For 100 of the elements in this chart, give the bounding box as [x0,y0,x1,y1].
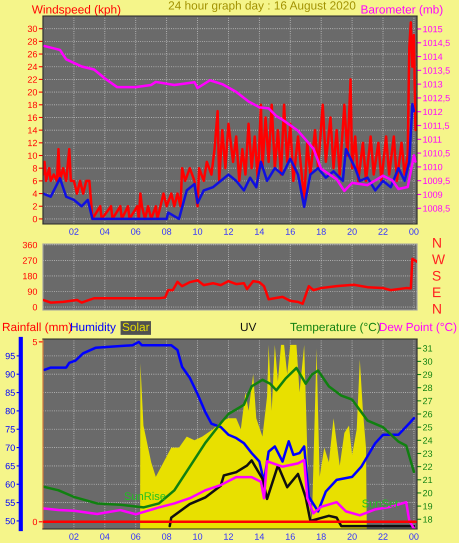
y-tick-label: 4 [32,190,38,197]
y-tick-label: 95 [6,352,15,360]
line-series [43,44,417,192]
text: N [433,304,441,314]
chart-title: 24 hour graph day : 16 August 2020 [168,1,356,12]
y-tick-label: 70 [6,444,15,451]
y-tick-label: 85 [6,390,15,396]
y-tick-label: 6 [32,178,38,184]
y2-tick-label: 1011 [423,136,442,143]
y2-tick-label: 25 [423,424,432,431]
x-tick-label: 12 [224,533,234,540]
y-tick-label: 75 [6,426,15,433]
text: UV [240,322,256,332]
y2-tick-label: 1012,5 [423,94,450,102]
y-tick-label: 80 [6,408,15,414]
x-tick-label: 14 [255,534,264,540]
line-series [43,366,416,509]
y2-tick-label: 1014,5 [423,40,450,48]
x-tick-label: 08 [162,533,172,540]
y2-axis-title: Barometer (mb) [362,4,442,16]
x-tick-label: 18 [316,228,326,235]
line-series [43,458,416,529]
y-tick-label: 10 [28,152,38,159]
y2-tick-label: 1008,5 [423,205,450,213]
y2-tick-label: 27 [423,398,432,404]
y-tick-label: 360 [22,242,38,248]
y-tick-label: 26 [28,51,38,58]
x-tick-label: 20 [348,533,357,540]
y2-tick-label: 1011,5 [423,122,450,130]
y-tick-label: 12 [28,140,37,146]
y3-tick-label: 5 [32,338,38,346]
y2-tick-label: 26 [423,410,432,418]
y-tick-label: 28 [28,38,38,45]
y-tick-label: 0 [32,216,38,222]
y-tick-label: 30 [28,26,38,32]
y-tick-label: 90 [6,371,15,378]
x-tick-label: 18 [316,533,326,540]
y2-tick-label: 24 [423,437,432,444]
series-label: Humidity [70,322,116,334]
x-tick-label: 12 [224,228,234,235]
x-tick-label: 10 [193,228,202,235]
line-series [168,459,416,528]
y2-tick-label: 1013,5 [423,67,450,75]
line-series [43,21,417,220]
y-tick-label: 180 [23,272,38,280]
y-tick-label: 55 [6,500,15,506]
x-tick-label: 04 [100,228,110,235]
y2-tick-label: 1009 [423,191,442,198]
y2-tick-label: 1012 [423,108,442,116]
y-tick-label: 20 [28,89,38,96]
y-tick-label: 22 [28,76,37,83]
y-tick-label: 270 [22,257,38,264]
y-axis-title: Windspeed (kph) [32,4,120,16]
x-tick-label: 14 [255,228,264,235]
x-tick-label: 02 [69,228,78,235]
y2-tick-label: 1013 [423,81,442,88]
x-tick-label: 16 [286,228,295,235]
y-tick-label: 18 [28,102,38,108]
y2-tick-label: 1010 [423,164,442,170]
y2-tick-label: 1009,5 [423,178,450,186]
y-tick-label: 50 [6,518,15,524]
x-tick-label: 00 [409,533,419,540]
text: Solar [122,322,150,332]
text: W [432,254,446,264]
x-tick-label: 22 [378,533,388,540]
x-tick-label: 04 [100,533,110,540]
y2-tick-label: 1014 [423,54,442,60]
y-tick-label: 2 [32,203,37,210]
x-tick-label: 06 [131,533,140,540]
x-tick-label: 00 [409,228,419,235]
x-tick-label: 22 [378,228,388,235]
y-tick-label: 65 [6,462,15,470]
y2-tick-label: 29 [423,371,432,378]
x-tick-label: 02 [69,533,78,540]
y-tick-label: 14 [28,127,38,134]
y2-tick-label: 21 [423,476,432,484]
x-tick-label: 08 [162,228,172,235]
x-tick-label: 16 [286,533,295,540]
y-tick-label: 90 [28,288,38,295]
text: Rainfall (mm) [2,322,72,334]
x-tick-label: 06 [131,228,140,235]
y2-tick-label: 28 [423,384,432,392]
x-tick-label: 20 [348,228,357,235]
y-tick-label: 24 [28,64,38,70]
x-tick-label: 10 [193,533,202,540]
y-tick-label: 8 [32,165,38,172]
y-tick-label: 16 [28,114,38,121]
text: Temperature (°C) [290,322,380,334]
y-tick-label: 60 [6,481,15,488]
text: S [432,270,441,281]
y2-tick-label: 22 [423,464,432,470]
y2-tick-label: 18 [423,516,432,523]
line-series [43,102,416,220]
y2-tick-label: 20 [423,490,432,496]
y2-tick-label: 30 [422,358,432,365]
line-series [43,258,417,306]
y2-tick-label: 1010,5 [423,150,450,158]
text: E [433,288,441,298]
y-tick-label: 0 [32,304,38,310]
y2-tick-label: 31 [422,345,432,352]
